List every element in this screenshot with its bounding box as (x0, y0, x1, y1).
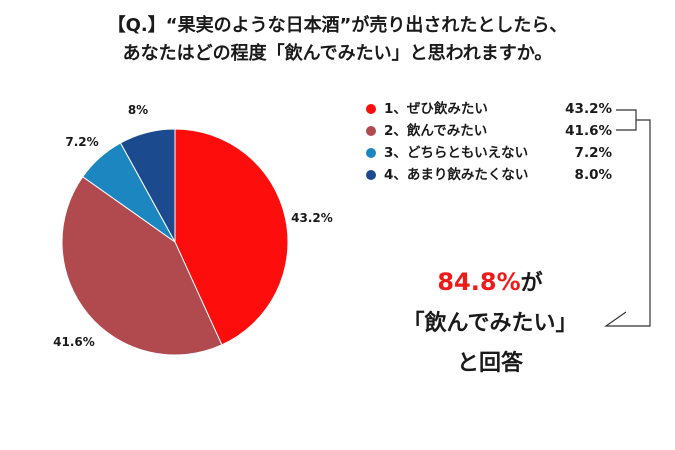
chart-title: 【Q.】“果実のような日本酒”が売り出されたとしたら、 あなたはどの程度「飲んで… (0, 12, 675, 68)
legend-label: 3、どちらともいえない (384, 145, 529, 161)
legend-item-3: 3、どちらともいえない 7.2% (366, 142, 616, 164)
summary-callout: 84.8%が 「飲んでみたい」 と回答 (380, 262, 600, 384)
legend-label: 4、あまり飲みたくない (384, 167, 529, 183)
slice-label-4: 8% (128, 103, 148, 117)
legend-marker (366, 170, 376, 180)
callout-line-2: 「飲んでみたい」 (402, 311, 578, 336)
pie-slice-2 (61, 176, 223, 356)
callout-percentage: 84.8% (437, 268, 521, 296)
title-line-1: 【Q.】“果実のような日本酒”が売り出されたとしたら、 (107, 15, 568, 36)
legend-value: 43.2% (565, 101, 612, 117)
slice-label-2: 41.6% (53, 335, 95, 349)
legend: 1、ぜひ飲みたい 43.2% 2、飲んでみたい 41.6% 3、どちらともいえない 7.2… (366, 98, 616, 186)
legend-value: 7.2% (574, 145, 612, 161)
pie-slice-4 (119, 128, 176, 243)
pie-slice-1 (174, 128, 289, 346)
legend-value: 41.6% (565, 123, 612, 139)
callout-ga: が (520, 271, 543, 296)
callout-bracket (604, 109, 651, 327)
legend-item-2: 2、飲んでみたい 41.6% (366, 120, 616, 142)
legend-item-4: 4、あまり飲みたくない 8.0% (366, 164, 616, 186)
legend-marker (366, 148, 376, 158)
slice-label-3: 7.2% (65, 135, 98, 149)
legend-label: 2、飲んでみたい (384, 123, 488, 139)
legend-label: 1、ぜひ飲みたい (384, 101, 488, 117)
slice-label-1: 43.2% (291, 211, 333, 225)
title-line-2: あなたはどの程度「飲んでみたい」と思われますか。 (122, 43, 553, 64)
legend-marker (366, 104, 376, 114)
callout-line-3: と回答 (456, 351, 523, 376)
legend-marker (366, 126, 376, 136)
legend-value: 8.0% (574, 167, 612, 183)
legend-item-1: 1、ぜひ飲みたい 43.2% (366, 98, 616, 120)
